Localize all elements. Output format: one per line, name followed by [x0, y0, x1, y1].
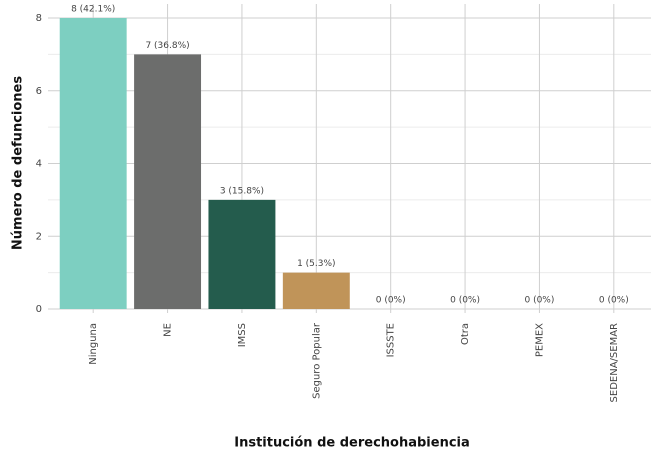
bar	[282, 272, 350, 309]
y-axis-title: Número de defunciones	[11, 76, 26, 250]
y-tick-label: 0	[36, 304, 42, 315]
x-tick-label: NE	[163, 323, 174, 337]
x-tick-label: PEMEX	[534, 323, 545, 357]
y-tick-label: 8	[36, 13, 42, 24]
value-label: 7 (36.8%)	[145, 41, 189, 51]
bar	[59, 18, 127, 309]
x-tick-label: Ninguna	[88, 323, 99, 365]
x-axis-title: Institución de derechohabiencia	[234, 436, 470, 450]
x-tick-label: Seguro Popular	[311, 322, 322, 399]
y-tick-label: 4	[36, 159, 42, 170]
value-label: 0 (0%)	[450, 296, 480, 306]
bar	[134, 54, 202, 309]
value-label: 0 (0%)	[376, 296, 406, 306]
value-label: 1 (5.3%)	[297, 259, 335, 269]
x-tick-label: Otra	[460, 323, 471, 345]
value-label: 0 (0%)	[524, 296, 554, 306]
x-tick-label: ISSSTE	[386, 323, 397, 357]
x-tick-label: SEDENA/SEMAR	[609, 323, 620, 403]
value-label: 0 (0%)	[599, 296, 629, 306]
y-tick-label: 2	[36, 231, 42, 242]
bar	[208, 199, 276, 309]
value-label: 8 (42.1%)	[71, 5, 115, 15]
value-label: 3 (15.8%)	[220, 186, 264, 196]
x-tick-label: IMSS	[237, 323, 248, 347]
y-tick-label: 6	[36, 86, 42, 97]
